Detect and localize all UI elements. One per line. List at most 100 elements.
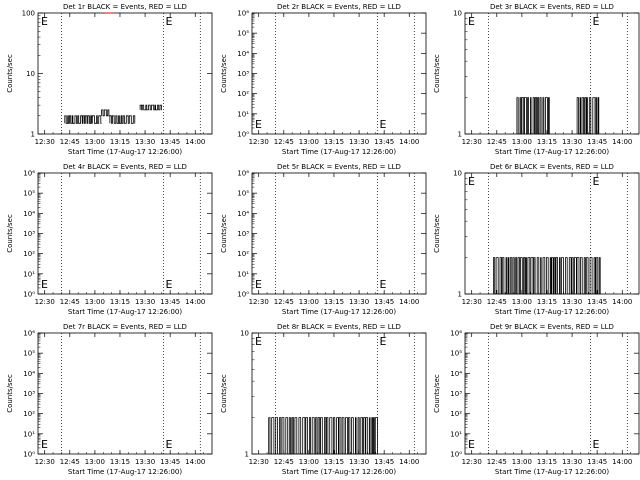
x-tick-label: 14:00 bbox=[612, 138, 632, 146]
y-tick-label: 10⁶ bbox=[237, 170, 249, 178]
x-tick-label: 13:00 bbox=[85, 458, 105, 466]
detector-panel-6: Det 6r BLACK = Events, RED = LLD 12:30 12:… bbox=[433, 163, 640, 316]
y-tick-label: 10⁰ bbox=[237, 291, 249, 299]
x-tick-label: 12:45 bbox=[274, 138, 294, 146]
x-tick-label: 12:45 bbox=[274, 298, 294, 306]
x-tick-label: 14:00 bbox=[399, 458, 419, 466]
x-tick-label: 13:00 bbox=[299, 138, 319, 146]
e-marker: E bbox=[41, 278, 48, 291]
panel-title: Det 8r BLACK = Events, RED = LLD bbox=[277, 323, 401, 331]
x-tick-label: 13:45 bbox=[374, 138, 394, 146]
x-tick-label: 13:00 bbox=[299, 298, 319, 306]
x-tick-label: 13:45 bbox=[160, 458, 180, 466]
x-tick-label: 12:45 bbox=[487, 458, 507, 466]
x-tick-label: 13:15 bbox=[537, 138, 557, 146]
e-marker: E bbox=[165, 278, 172, 291]
series-1-segment-2 bbox=[576, 97, 600, 135]
detector-panel-4: Det 4r BLACK = Events, RED = LLD 12:30 12:… bbox=[6, 163, 213, 316]
series-1-segment-3 bbox=[109, 115, 136, 124]
x-axis-label: Start Time (17-Aug-17 12:26:00) bbox=[68, 468, 182, 476]
y-tick-label: 10³ bbox=[23, 230, 35, 238]
panel-title: Det 5r BLACK = Events, RED = LLD bbox=[277, 163, 401, 171]
x-tick-label: 12:45 bbox=[60, 458, 80, 466]
x-tick-label: 12:30 bbox=[462, 298, 482, 306]
e-marker: E bbox=[468, 15, 475, 28]
x-tick-label: 13:15 bbox=[110, 138, 130, 146]
panel-title: Det 4r BLACK = Events, RED = LLD bbox=[63, 163, 187, 171]
panel-title: Det 7r BLACK = Events, RED = LLD bbox=[63, 323, 187, 331]
detector-panel-2: Det 2r BLACK = Events, RED = LLD 12:30 12:… bbox=[220, 3, 427, 156]
x-tick-label: 13:15 bbox=[537, 458, 557, 466]
y-axis-label: Counts/sec bbox=[6, 214, 14, 253]
y-tick-label: 10⁴ bbox=[450, 370, 462, 378]
x-tick-label: 13:30 bbox=[349, 458, 369, 466]
y-tick-label: 1 bbox=[458, 131, 462, 139]
y-tick-label: 10² bbox=[237, 90, 249, 98]
x-tick-label: 13:45 bbox=[587, 138, 607, 146]
x-tick-label: 13:30 bbox=[349, 298, 369, 306]
x-tick-label: 14:00 bbox=[185, 138, 205, 146]
x-tick-label: 13:15 bbox=[110, 458, 130, 466]
series-1-segment-1 bbox=[64, 115, 102, 124]
e-marker: E bbox=[165, 15, 172, 28]
x-tick-label: 13:00 bbox=[85, 298, 105, 306]
x-tick-label: 14:00 bbox=[399, 298, 419, 306]
y-tick-label: 10⁰ bbox=[450, 451, 462, 459]
plot-frame bbox=[464, 12, 640, 135]
x-axis-label: Start Time (17-Aug-17 12:26:00) bbox=[282, 468, 396, 476]
series-1-segment-2 bbox=[291, 417, 316, 455]
x-tick-label: 13:00 bbox=[512, 138, 532, 146]
x-tick-label: 13:00 bbox=[299, 458, 319, 466]
x-tick-label: 12:45 bbox=[60, 298, 80, 306]
y-tick-label: 10 bbox=[26, 70, 35, 78]
y-tick-label: 10⁴ bbox=[237, 50, 249, 58]
e-marker: E bbox=[255, 118, 262, 131]
y-tick-label: 10⁰ bbox=[23, 291, 35, 299]
y-tick-label: 10³ bbox=[450, 390, 462, 398]
y-tick-label: 10⁵ bbox=[23, 350, 35, 358]
x-tick-label: 13:00 bbox=[512, 298, 532, 306]
x-tick-label: 12:45 bbox=[60, 138, 80, 146]
y-tick-label: 10⁵ bbox=[23, 190, 35, 198]
x-tick-label: 14:00 bbox=[612, 298, 632, 306]
y-tick-label: 100 bbox=[22, 10, 35, 18]
e-marker: E bbox=[255, 278, 262, 291]
plot-frame bbox=[37, 12, 213, 135]
x-tick-label: 12:30 bbox=[35, 138, 55, 146]
y-tick-label: 10⁵ bbox=[450, 350, 462, 358]
x-tick-label: 13:30 bbox=[135, 298, 155, 306]
detector-panel-8: Det 8r BLACK = Events, RED = LLD 12:30 12:… bbox=[220, 323, 427, 476]
x-tick-label: 12:45 bbox=[274, 458, 294, 466]
y-axis-label: Counts/sec bbox=[6, 374, 14, 413]
x-tick-label: 13:45 bbox=[160, 298, 180, 306]
y-tick-label: 10 bbox=[240, 330, 249, 338]
y-tick-label: 10² bbox=[23, 250, 35, 258]
x-axis-label: Start Time (17-Aug-17 12:26:00) bbox=[282, 148, 396, 156]
e-marker: E bbox=[255, 335, 262, 348]
series-1-segment-1 bbox=[493, 257, 601, 295]
x-tick-label: 12:30 bbox=[35, 458, 55, 466]
y-tick-label: 10⁴ bbox=[23, 370, 35, 378]
x-axis-label: Start Time (17-Aug-17 12:26:00) bbox=[68, 308, 182, 316]
x-tick-label: 14:00 bbox=[612, 458, 632, 466]
x-tick-label: 12:30 bbox=[249, 138, 269, 146]
x-tick-label: 12:45 bbox=[487, 298, 507, 306]
y-axis-label: Counts/sec bbox=[220, 214, 228, 253]
y-tick-label: 1 bbox=[31, 131, 35, 139]
y-tick-label: 10 bbox=[453, 170, 462, 178]
panel-title: Det 2r BLACK = Events, RED = LLD bbox=[277, 3, 401, 11]
y-tick-label: 10⁶ bbox=[23, 170, 35, 178]
x-axis-label: Start Time (17-Aug-17 12:26:00) bbox=[282, 308, 396, 316]
plot-frame bbox=[37, 172, 213, 295]
y-tick-label: 10⁴ bbox=[23, 210, 35, 218]
y-tick-label: 10¹ bbox=[23, 430, 35, 438]
x-tick-label: 13:30 bbox=[562, 458, 582, 466]
x-axis-label: Start Time (17-Aug-17 12:26:00) bbox=[68, 148, 182, 156]
x-axis-label: Start Time (17-Aug-17 12:26:00) bbox=[495, 308, 609, 316]
series-1-segment-1 bbox=[516, 97, 551, 135]
y-tick-label: 10 bbox=[453, 10, 462, 18]
series-1-segment-2 bbox=[101, 109, 110, 117]
y-tick-label: 10¹ bbox=[450, 430, 462, 438]
plot-frame bbox=[251, 172, 427, 295]
